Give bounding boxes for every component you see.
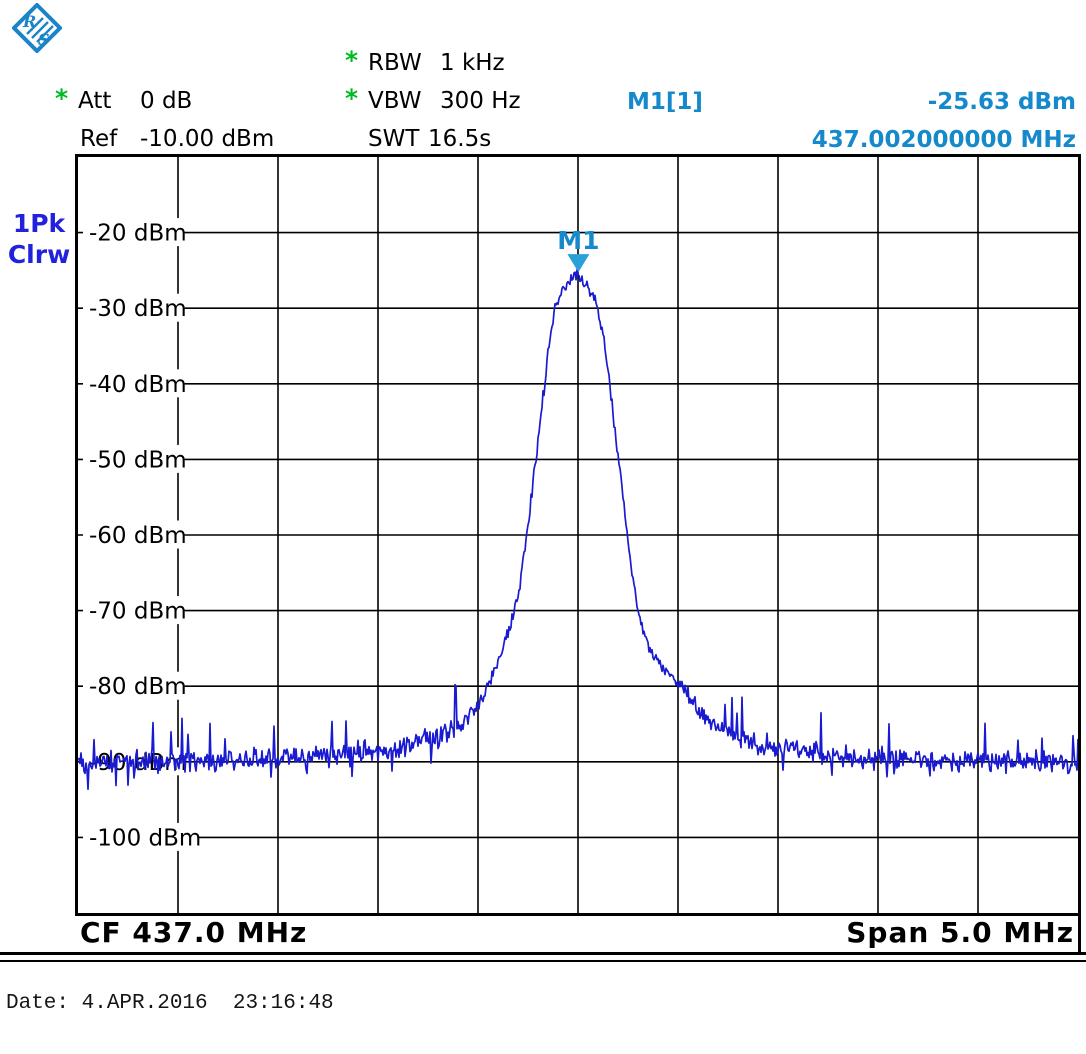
separator-line-thick [0, 952, 1086, 955]
center-frequency-readout: CF 437.0 MHz [80, 916, 308, 949]
marker-readout-id: M1[1] [627, 89, 703, 115]
marker-level-readout: -25.63 dBm [927, 89, 1076, 115]
svg-text:-50 dBm: -50 dBm [89, 447, 187, 473]
rbw-value: 1 kHz [440, 50, 505, 76]
rbw-label: RBW [368, 50, 422, 76]
trace-legend: 1Pk Clrw [4, 208, 74, 270]
trace-detector-clrw: Clrw [7, 240, 71, 269]
att-value: 0 dB [140, 88, 193, 114]
svg-text:-30 dBm: -30 dBm [89, 296, 187, 322]
swt-label: SWT [368, 126, 420, 152]
rbw-modified-asterisk: * [345, 46, 359, 75]
span-readout: Span 5.0 MHz [846, 916, 1074, 949]
vbw-value: 300 Hz [440, 88, 521, 114]
att-label: Att [78, 88, 112, 114]
rs-logo-icon: R S [12, 3, 62, 53]
svg-text:R: R [22, 12, 36, 31]
svg-text:M1: M1 [557, 226, 599, 255]
swt-value: 16.5s [428, 126, 492, 152]
vbw-label: VBW [368, 88, 422, 114]
spectrum-plot: -20 dBm -30 dBm -40 dBm -50 dBm -60 dBm -70 d… [78, 157, 1078, 913]
ref-value: -10.00 dBm [140, 126, 275, 152]
marker-frequency-readout: 437.002000000 MHz [811, 127, 1076, 153]
svg-text:-60 dBm: -60 dBm [89, 523, 187, 549]
ref-label: Ref [80, 126, 118, 152]
vbw-modified-asterisk: * [345, 84, 359, 113]
svg-text:-20 dBm: -20 dBm [89, 221, 187, 247]
measurement-grid-frame: -20 dBm -30 dBm -40 dBm -50 dBm -60 dBm -70 d… [75, 154, 1081, 916]
separator-line-thin [0, 960, 1086, 962]
date-timestamp: Date: 4.APR.2016 23:16:48 [6, 992, 334, 1015]
trace-mode-1pk: 1Pk [12, 209, 66, 238]
svg-text:-70 dBm: -70 dBm [89, 599, 187, 625]
svg-text:-100 dBm: -100 dBm [89, 825, 201, 851]
grid-right-border-extension [1078, 910, 1081, 955]
svg-text:-80 dBm: -80 dBm [89, 674, 187, 700]
svg-text:-40 dBm: -40 dBm [89, 372, 187, 398]
svg-text:S: S [38, 30, 50, 49]
att-modified-asterisk: * [55, 84, 69, 113]
